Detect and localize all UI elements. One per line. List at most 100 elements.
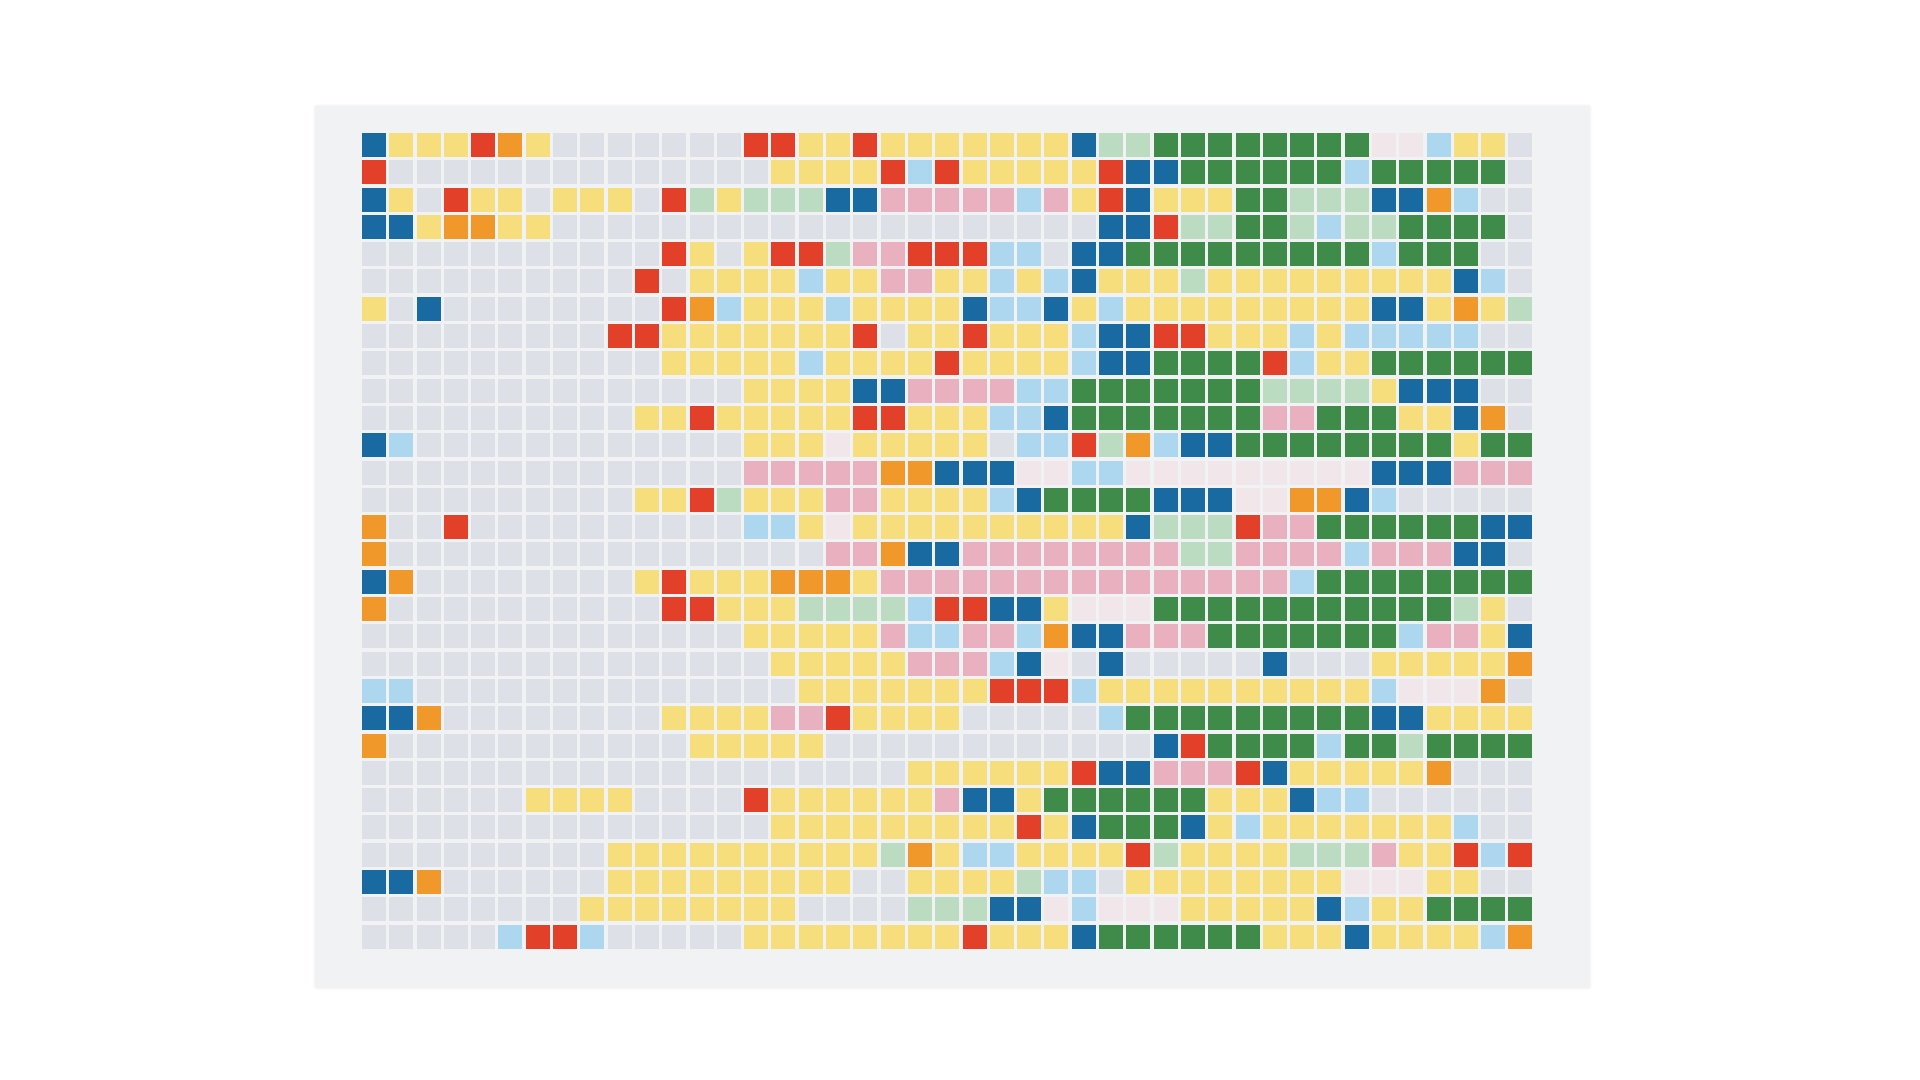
mosaic-tile	[580, 569, 605, 594]
mosaic-tile	[1481, 515, 1506, 540]
mosaic-tile	[1399, 405, 1424, 430]
mosaic-tile	[389, 815, 414, 840]
mosaic-tile	[1453, 897, 1478, 922]
mosaic-tile	[1126, 815, 1151, 840]
mosaic-tile	[362, 651, 386, 676]
mosaic-tile	[1071, 405, 1096, 430]
mosaic-tile	[744, 515, 769, 540]
mosaic-tile	[880, 296, 905, 321]
mosaic-tile	[1481, 296, 1506, 321]
mosaic-tile	[553, 269, 578, 294]
mosaic-tile	[1153, 133, 1178, 157]
mosaic-tile	[580, 733, 605, 758]
mosaic-tile	[553, 351, 578, 376]
mosaic-tile	[525, 597, 550, 622]
mosaic-tile	[416, 706, 441, 731]
mosaic-tile	[826, 242, 851, 267]
mosaic-tile	[634, 378, 659, 403]
mosaic-tile	[1071, 542, 1096, 567]
mosaic-tile	[1317, 924, 1342, 949]
mosaic-tile	[1371, 569, 1396, 594]
mosaic-tile	[1180, 133, 1205, 157]
mosaic-tile	[634, 160, 659, 185]
mosaic-tile	[525, 460, 550, 485]
mosaic-tile	[1481, 815, 1506, 840]
mosaic-tile	[880, 269, 905, 294]
mosaic-tile	[1290, 487, 1315, 512]
mosaic-tile	[416, 460, 441, 485]
mosaic-tile	[1126, 733, 1151, 758]
mosaic-tile	[771, 324, 796, 349]
mosaic-tile	[1180, 187, 1205, 212]
mosaic-tile	[634, 733, 659, 758]
mosaic-tile	[1044, 378, 1069, 403]
mosaic-tile	[443, 569, 468, 594]
mosaic-tile	[1071, 324, 1096, 349]
mosaic-tile	[771, 624, 796, 649]
mosaic-tile	[771, 870, 796, 895]
mosaic-tile	[1071, 870, 1096, 895]
mosaic-tile	[1153, 706, 1178, 731]
mosaic-tile	[1017, 760, 1042, 785]
mosaic-tile	[1153, 324, 1178, 349]
mosaic-tile	[771, 351, 796, 376]
mosaic-tile	[1508, 569, 1533, 594]
mosaic-tile	[798, 678, 823, 703]
mosaic-tile	[880, 870, 905, 895]
mosaic-tile	[1208, 187, 1233, 212]
mosaic-tile	[880, 460, 905, 485]
mosaic-tile	[1017, 160, 1042, 185]
mosaic-tile	[471, 924, 496, 949]
mosaic-tile	[471, 815, 496, 840]
mosaic-tile	[689, 651, 714, 676]
mosaic-tile	[989, 187, 1014, 212]
mosaic-tile	[1180, 733, 1205, 758]
mosaic-tile	[607, 133, 632, 157]
mosaic-tile	[744, 897, 769, 922]
mosaic-tile	[1453, 788, 1478, 813]
mosaic-tile	[798, 242, 823, 267]
mosaic-tile	[471, 542, 496, 567]
mosaic-tile	[1371, 242, 1396, 267]
mosaic-tile	[553, 515, 578, 540]
mosaic-tile	[607, 870, 632, 895]
mosaic-tile	[716, 624, 741, 649]
mosaic-tile	[989, 842, 1014, 867]
mosaic-tile	[907, 569, 932, 594]
mosaic-tile	[1235, 842, 1260, 867]
mosaic-tile	[662, 242, 687, 267]
mosaic-tile	[607, 788, 632, 813]
mosaic-tile	[1453, 460, 1478, 485]
mosaic-tile	[935, 324, 960, 349]
mosaic-tile	[1453, 160, 1478, 185]
mosaic-tile	[416, 296, 441, 321]
mosaic-tile	[1481, 324, 1506, 349]
mosaic-tile	[1371, 515, 1396, 540]
mosaic-tile	[853, 242, 878, 267]
mosaic-tile	[471, 187, 496, 212]
mosaic-tile	[1208, 296, 1233, 321]
mosaic-tile	[525, 324, 550, 349]
mosaic-tile	[826, 487, 851, 512]
mosaic-tile	[1399, 242, 1424, 267]
mosaic-tile	[1017, 351, 1042, 376]
mosaic-tile	[362, 760, 386, 785]
mosaic-tile	[1426, 242, 1451, 267]
mosaic-tile	[1371, 460, 1396, 485]
mosaic-tile	[1290, 542, 1315, 567]
mosaic-tile	[389, 651, 414, 676]
mosaic-tile	[1071, 160, 1096, 185]
mosaic-tile	[1071, 678, 1096, 703]
mosaic-tile	[1453, 187, 1478, 212]
mosaic-tile	[1344, 870, 1369, 895]
mosaic-tile	[1290, 187, 1315, 212]
mosaic-tile	[607, 597, 632, 622]
mosaic-tile	[1099, 405, 1124, 430]
mosaic-tile	[1426, 378, 1451, 403]
mosaic-tile	[1153, 487, 1178, 512]
mosaic-tile	[1453, 651, 1478, 676]
mosaic-tile	[1481, 487, 1506, 512]
mosaic-tile	[1399, 815, 1424, 840]
mosaic-tile	[1317, 187, 1342, 212]
mosaic-tile	[634, 187, 659, 212]
